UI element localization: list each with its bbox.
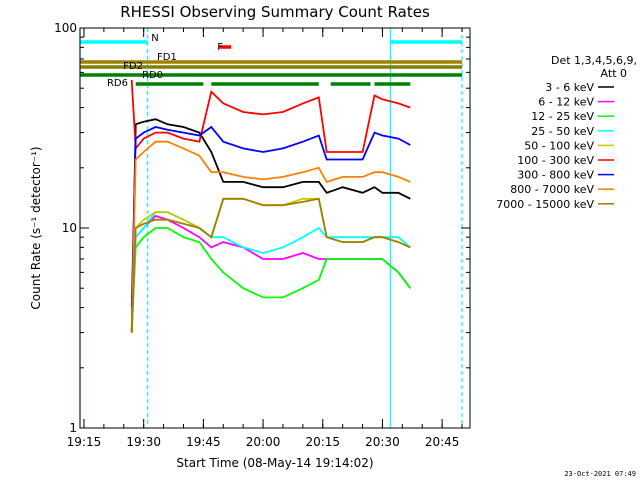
y-axis-label: Count Rate (s⁻¹ detector⁻¹) [29, 146, 43, 309]
legend-label-8: 7000 - 15000 keV [496, 198, 594, 211]
legend-label-3: 25 - 50 keV [531, 125, 594, 138]
legend-header-1: Att 0 [601, 67, 627, 80]
x-tick-label-3: 20:00 [246, 435, 281, 449]
state-label-n: N [151, 33, 158, 44]
y-tick-label-1: 10 [62, 221, 77, 235]
legend-label-0: 3 - 6 keV [545, 81, 594, 94]
x-tick-label-6: 20:45 [425, 435, 460, 449]
y-tick-label-2: 100 [54, 21, 77, 35]
x-tick-label-4: 20:15 [305, 435, 340, 449]
series-line-7 [130, 140, 411, 333]
series-line-5 [130, 79, 411, 153]
legend-label-2: 12 - 25 keV [531, 110, 594, 123]
y-tick-label-0: 1 [69, 421, 77, 435]
state-label-f: F [217, 42, 223, 53]
series-line-8 [130, 197, 411, 333]
state-label-fd1: FD1 [157, 52, 177, 63]
series-line-2 [130, 227, 412, 333]
plot-frame [79, 27, 471, 429]
x-tick-label-2: 19:45 [186, 435, 221, 449]
legend-label-6: 300 - 800 keV [517, 169, 594, 182]
x-tick-label-0: 19:15 [67, 435, 102, 449]
series-line-1 [130, 214, 412, 333]
legend-label-1: 6 - 12 keV [538, 96, 594, 109]
x-axis-label: Start Time (08-May-14 19:14:02) [176, 456, 373, 470]
chart-title: RHESSI Observing Summary Count Rates [120, 3, 430, 21]
x-tick-label-1: 19:30 [126, 435, 161, 449]
legend-label-7: 800 - 7000 keV [510, 183, 594, 196]
legend-label-5: 100 - 300 keV [517, 154, 594, 167]
state-label-rd6: RD6 [107, 78, 128, 89]
state-label-rd0: RD0 [142, 70, 163, 81]
series-line-0 [130, 118, 411, 333]
legend-label-4: 50 - 100 keV [524, 139, 594, 152]
state-label-fd2: FD2 [123, 61, 143, 72]
series-line-4 [130, 197, 411, 333]
legend-header-0: Det 1,3,4,5,6,9, [551, 54, 637, 67]
series-line-3 [130, 211, 411, 333]
series-line-6 [130, 125, 411, 308]
footer-date: 23-Oct-2021 07:49 [564, 470, 636, 478]
x-tick-label-5: 20:30 [365, 435, 400, 449]
